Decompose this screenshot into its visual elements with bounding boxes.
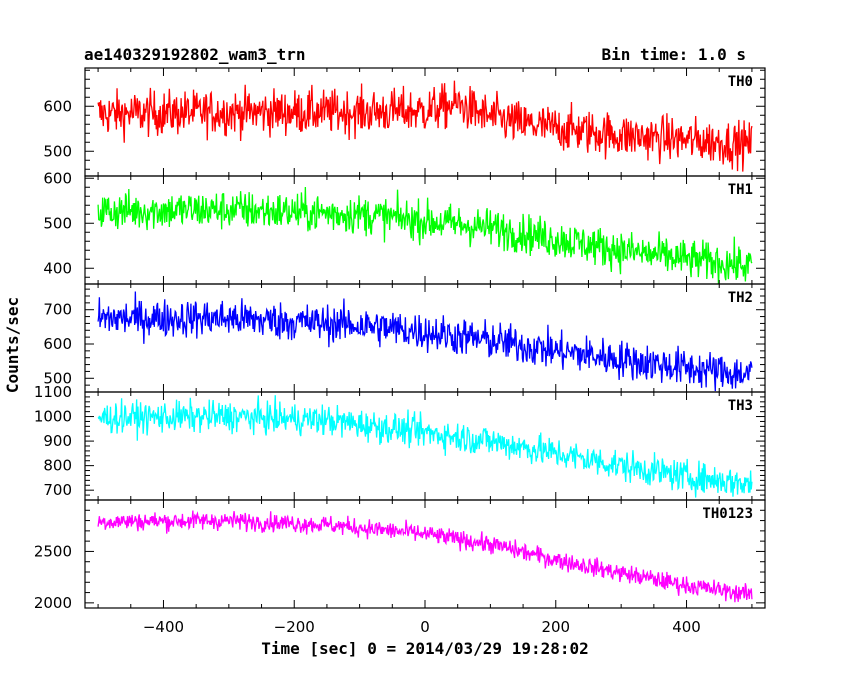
series-line-th3 <box>97 395 753 498</box>
y-tick-label: 600 <box>43 97 72 115</box>
x-tick-label: −200 <box>274 618 315 636</box>
panel-group: TH0 500 600 TH1 400 500 600 TH2 500 600 700 TH3 700 8… <box>34 67 766 612</box>
series-line-th0 <box>97 80 753 172</box>
y-tick-label: 2000 <box>34 594 72 612</box>
y-axis-label: Counts/sec <box>3 297 22 393</box>
panel-label-th1: TH1 <box>728 182 753 198</box>
panel-label-th0123: TH0123 <box>702 506 753 522</box>
series-line-th2 <box>97 291 753 392</box>
panel-label-th0: TH0 <box>728 74 753 90</box>
y-tick-label: 700 <box>43 301 72 319</box>
chart-subtitle: Bin time: 1.0 s <box>602 45 747 64</box>
y-tick-label: 700 <box>43 481 72 499</box>
x-tick-label: −400 <box>143 618 184 636</box>
y-tick-label: 500 <box>43 142 72 160</box>
series-line-th0123 <box>97 510 753 603</box>
y-tick-label: 900 <box>43 432 72 450</box>
y-tick-label: 1100 <box>34 383 72 401</box>
chart-title: ae140329192802_wam3_trn <box>84 45 306 64</box>
y-tick-label: 800 <box>43 457 72 475</box>
panel-label-th3: TH3 <box>728 398 753 414</box>
y-tick-label: 2500 <box>34 542 72 560</box>
panel-th0123: TH0123 2000 2500 <box>34 499 766 612</box>
y-tick-label: 500 <box>43 369 72 387</box>
panel-label-th2: TH2 <box>728 290 753 306</box>
x-tick-label: 400 <box>672 618 701 636</box>
panel-th0: TH0 500 600 <box>43 67 766 177</box>
y-tick-label: 400 <box>43 259 72 277</box>
x-axis: −400 −200 0 200 400 <box>143 618 701 636</box>
panel-frame <box>84 499 766 609</box>
x-tick-label: 200 <box>541 618 570 636</box>
y-tick-label: 1000 <box>34 408 72 426</box>
panel-frame <box>84 391 766 501</box>
y-tick-label: 600 <box>43 335 72 353</box>
panel-th2: TH2 500 600 700 <box>43 283 766 393</box>
y-tick-label: 500 <box>43 214 72 232</box>
panel-th3: TH3 700 800 900 1000 1100 <box>34 383 766 501</box>
x-axis-label: Time [sec] 0 = 2014/03/29 19:28:02 <box>261 639 589 658</box>
y-tick-label: 600 <box>43 169 72 187</box>
series-line-th1 <box>97 187 753 284</box>
panel-th1: TH1 400 500 600 <box>43 169 766 285</box>
x-tick-label: 0 <box>420 618 430 636</box>
